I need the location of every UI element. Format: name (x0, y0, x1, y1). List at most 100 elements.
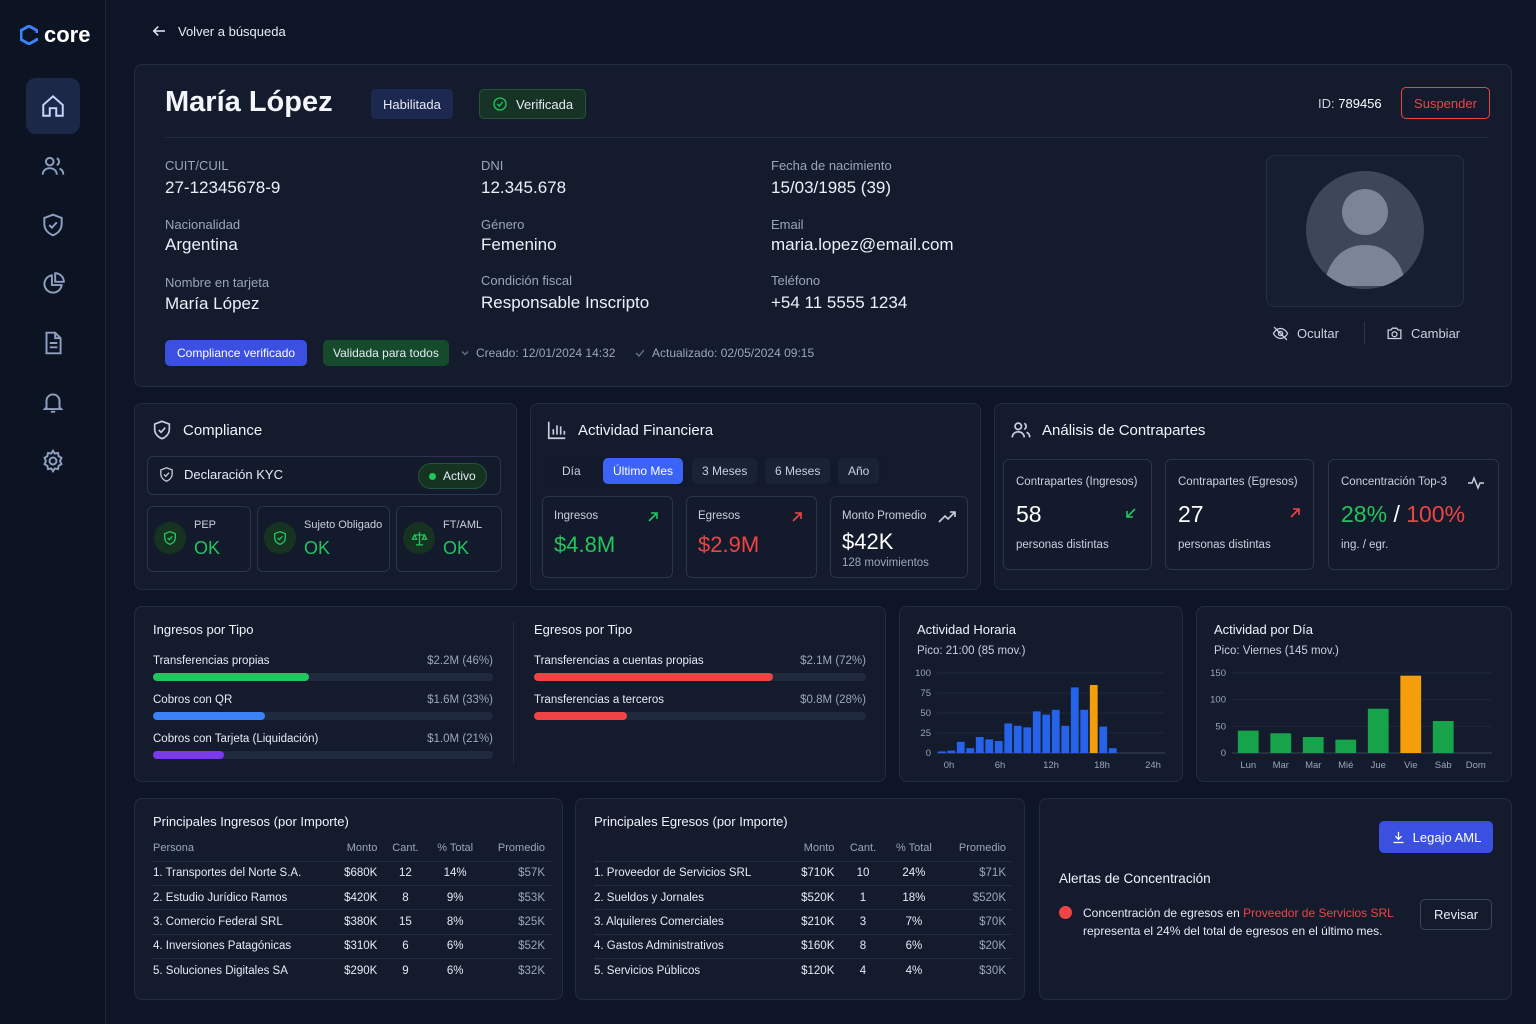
kyc-label: Declaración KYC (184, 467, 283, 482)
stat-income (542, 496, 673, 578)
counterparts-header: Análisis de Contrapartes (1010, 419, 1205, 441)
concentration-top3 (1328, 459, 1499, 570)
table-row[interactable]: 3. Comercio Federal SRL $380K 15 8% $25K (153, 909, 551, 935)
suspend-button[interactable]: Suspender (1401, 87, 1490, 119)
table-cell: $70K (942, 909, 1012, 935)
scale-icon (410, 531, 428, 546)
activity-title: Actividad Financiera (578, 421, 714, 439)
table-row[interactable]: 5. Soluciones Digitales SA $290K 9 6% $32K (153, 958, 551, 983)
x-tick-label: 12h (1043, 760, 1059, 771)
field-value: +54 11 5555 1234 (771, 293, 908, 312)
table-cell: 6% (427, 958, 483, 983)
pep-icon-wrap (154, 522, 186, 554)
app-logo[interactable]: core (20, 22, 90, 48)
document-icon (45, 331, 62, 355)
nav-home[interactable] (26, 78, 80, 134)
nav-settings[interactable] (26, 433, 80, 489)
nav-alerts[interactable] (26, 374, 80, 430)
stat-label: Monto Promedio (842, 510, 927, 522)
tab-6-months[interactable]: 6 Meses (765, 458, 831, 484)
x-tick-label: Lun (1240, 760, 1256, 771)
hourly-title: Actividad Horaria (917, 622, 1016, 637)
type-label: Cobros con Tarjeta (Liquidación) (153, 733, 319, 745)
top-income-title: Principales Ingresos (por Importe) (153, 814, 349, 829)
tab-day[interactable]: Día (562, 464, 581, 478)
chart-bar (1099, 726, 1108, 753)
table-cell: $210K (786, 909, 841, 935)
chart-bar (985, 739, 994, 753)
y-tick-label: 0 (1221, 748, 1226, 759)
alert-highlight[interactable]: Proveedor de Servicios SRL (1243, 906, 1394, 920)
stat-value: $2.9M (698, 532, 760, 557)
pie-chart-icon (43, 272, 65, 294)
nav-reports[interactable] (26, 256, 80, 312)
table-cell: 1. Proveedor de Servicios SRL (594, 860, 787, 886)
x-tick-label: 18h (1094, 760, 1110, 771)
expense-type-row: Transferencias a cuentas propias $2.1M (7… (534, 655, 866, 681)
counterpart-sub: personas distintas (1016, 539, 1109, 551)
table-row[interactable]: 3. Alquileres Comerciales $210K 3 7% $70K (594, 909, 1012, 935)
chart-bar (1237, 730, 1259, 753)
tab-last-month[interactable]: Último Mes (603, 458, 684, 484)
app-name: core (44, 22, 91, 47)
nav-security[interactable] (26, 197, 80, 253)
chart-bar (1108, 748, 1117, 753)
col-header (594, 835, 787, 861)
table-cell: $380K (331, 909, 384, 935)
sidebar (0, 0, 106, 1024)
hide-photo-button[interactable]: Ocultar (1272, 325, 1339, 342)
nav-users[interactable] (26, 138, 80, 194)
arrow-up-right-icon (792, 512, 802, 522)
review-button[interactable]: Revisar (1420, 899, 1492, 930)
type-amount: $2.1M (800, 655, 833, 667)
table-cell: $310K (331, 933, 384, 959)
table-row[interactable]: 5. Servicios Públicos $120K 4 4% $30K (594, 958, 1012, 983)
check-label: Sujeto Obligado (304, 519, 383, 531)
col-header: % Total (895, 841, 932, 854)
table-cell: 8 (383, 884, 428, 910)
table-cell: 6% (427, 933, 483, 959)
table-cell: 2. Estudio Jurídico Ramos (153, 884, 332, 910)
table-row[interactable]: 4. Gastos Administrativos $160K 8 6% $20K (594, 933, 1012, 959)
legajo-aml-button[interactable]: Legajo AML (1379, 821, 1493, 853)
col-header: Cant. (392, 841, 419, 854)
type-bar-fill (534, 712, 627, 720)
home-icon (42, 94, 64, 117)
table-cell: 4. Inversiones Patagónicas (153, 933, 332, 959)
back-link[interactable]: Volver a búsqueda (150, 22, 286, 40)
table-cell: 10 (840, 860, 886, 886)
alert-dot (1059, 906, 1072, 919)
table-row[interactable]: 1. Transportes del Norte S.A. $680K 12 14% $… (153, 860, 551, 886)
chart-bar (1061, 725, 1070, 753)
chart-bar (1335, 739, 1357, 753)
table-row[interactable]: 4. Inversiones Patagónicas $310K 6 6% $52K (153, 933, 551, 959)
type-bar-fill (153, 751, 225, 759)
chart-bar (1042, 714, 1051, 753)
verified-label: Verificada (516, 96, 574, 112)
y-tick-label: 50 (920, 708, 931, 719)
table-row[interactable]: 2. Sueldos y Jornales $520K 1 18% $520K (594, 884, 1012, 910)
tab-3-months[interactable]: 3 Meses (692, 458, 758, 484)
tab-year[interactable]: Año (838, 458, 880, 484)
created-text: Creado: 12/01/2024 14:32 (476, 346, 616, 360)
hourly-subtitle: Pico: 21:00 (85 mov.) (917, 645, 1026, 657)
counterpart-sub: ing. / egr. (1341, 539, 1389, 551)
type-bar-track (153, 673, 493, 681)
table-cell: $160K (786, 933, 841, 959)
table-cell: $520K (942, 884, 1012, 910)
change-photo-button[interactable]: Cambiar (1386, 325, 1460, 342)
table-cell: $53K (482, 884, 551, 910)
type-bar-fill (153, 673, 310, 681)
table-row[interactable]: 2. Estudio Jurídico Ramos $420K 8 9% $53K (153, 884, 551, 910)
stat-value: $4.8M (554, 532, 616, 557)
type-pct: (33%) (462, 694, 493, 706)
nav-documents[interactable] (26, 315, 80, 371)
users-icon (1011, 422, 1031, 438)
eye-off-icon (1272, 326, 1289, 341)
field-value: maria.lopez@email.com (771, 235, 954, 254)
y-tick-label: 0 (926, 748, 931, 759)
table-row[interactable]: 1. Proveedor de Servicios SRL $710K 10 24% $… (594, 860, 1012, 886)
table-cell: 9 (383, 958, 428, 983)
status-badge: Habilitada (371, 89, 453, 119)
y-tick-label: 25 (920, 728, 931, 739)
